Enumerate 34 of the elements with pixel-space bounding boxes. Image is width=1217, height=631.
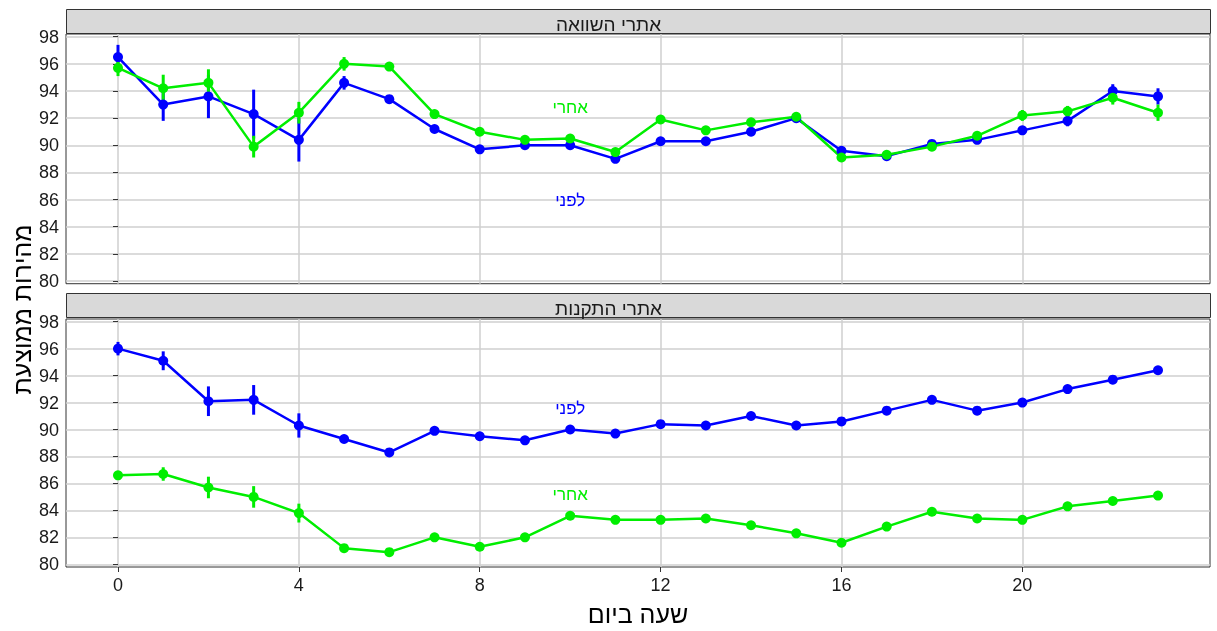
chart-title: אתרי השוואה: [555, 14, 662, 35]
y-tick-label: 84: [38, 500, 59, 521]
y-tick-label: 92: [38, 108, 59, 129]
y-tick-label: 94: [38, 81, 59, 101]
x-tick-label: 4: [293, 575, 304, 595]
y-tick-label: 94: [38, 365, 59, 386]
y-tick-label: 82: [38, 243, 59, 264]
y-tick-label: 96: [38, 53, 59, 74]
chart-title: אתרי התקנות: [555, 298, 663, 319]
text: לפני: [555, 191, 586, 211]
series-label: אחרי: [552, 484, 589, 504]
x-tick-label: 16: [831, 575, 852, 595]
y-tick-label: 84: [38, 216, 59, 237]
y-tick-label: 88: [38, 446, 59, 467]
y-tick-label: 86: [38, 473, 59, 494]
y-tick-label: 82: [38, 527, 59, 548]
y-axis-title: מהירות ממוצעת: [7, 223, 37, 397]
x-tick-label: 12: [650, 575, 671, 595]
y-tick-label: 90: [38, 419, 59, 440]
y-tick-label: 80: [38, 271, 59, 291]
x-tick-label: 0: [112, 575, 124, 595]
y-tick-label: 98: [38, 311, 59, 332]
x-tick-label: 8: [474, 575, 485, 595]
series-label: אחרי: [552, 97, 589, 117]
y-tick-label: 96: [38, 338, 59, 359]
y-tick-label: 80: [38, 554, 59, 575]
y-tick-label: 98: [38, 26, 59, 47]
y-tick-label: 92: [38, 392, 59, 413]
series-label: לפני: [555, 398, 586, 418]
y-tick-label: 88: [38, 162, 59, 183]
y-tick-label: 86: [38, 189, 59, 210]
y-tick-label: 90: [38, 135, 59, 156]
x-axis-title: שעה ביום: [587, 599, 689, 628]
x-tick-label: 20: [1012, 575, 1033, 595]
